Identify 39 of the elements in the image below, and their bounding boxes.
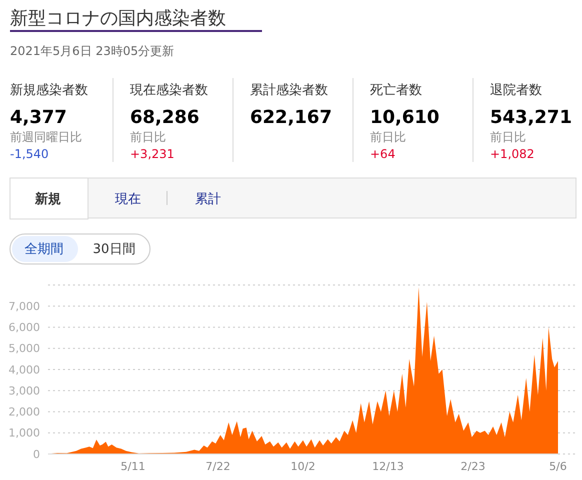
text: +1,082 [490, 147, 534, 161]
text: 前日比 [490, 130, 526, 144]
text: 10,610 [370, 107, 440, 128]
text: 累計感染者数 [250, 83, 328, 98]
text: 死亡者数 [370, 82, 422, 98]
text: 622,167 [250, 107, 332, 128]
y-tick-label: 7,000 [8, 300, 40, 313]
x-tick-label: 5/6 [549, 460, 567, 473]
text: 新規 [34, 191, 61, 207]
text: 新規感染者数 [10, 83, 88, 98]
text: 前週同曜日比 [10, 130, 82, 144]
text: 前日比 [130, 130, 166, 144]
text: 68,286 [130, 107, 200, 128]
text: 現在 [115, 192, 141, 207]
text: 前日比 [370, 130, 406, 144]
x-tick-label: 2/23 [460, 460, 486, 473]
text: 新型コロナの国内感染者数 [10, 8, 226, 29]
y-tick-label: 3,000 [8, 384, 40, 398]
y-tick-label: 4,000 [8, 363, 40, 376]
text: 現在感染者数 [130, 83, 208, 98]
text: 543,271 [490, 107, 572, 128]
x-tick-label: 7/22 [206, 460, 230, 473]
text: 全期間 [24, 242, 64, 257]
x-tick-label: 12/13 [372, 460, 404, 473]
text: 4,377 [10, 107, 67, 128]
y-tick-label: 5,000 [8, 342, 40, 356]
x-tick-label: 5/11 [120, 460, 146, 473]
text: -1,540 [10, 147, 49, 161]
y-tick-label: 0 [33, 448, 40, 461]
y-tick-label: 6,000 [8, 321, 40, 334]
text: 30日間 [92, 242, 136, 257]
text: 累計 [195, 192, 221, 207]
y-tick-label: 1,000 [8, 426, 40, 440]
text: 退院者数 [490, 83, 542, 98]
text: +3,231 [130, 147, 174, 161]
y-tick-label: 2,000 [8, 406, 40, 419]
text: +64 [370, 147, 396, 161]
text: 2021年5月6日 23時05分更新 [10, 44, 174, 58]
x-tick-label: 10/2 [290, 460, 316, 473]
